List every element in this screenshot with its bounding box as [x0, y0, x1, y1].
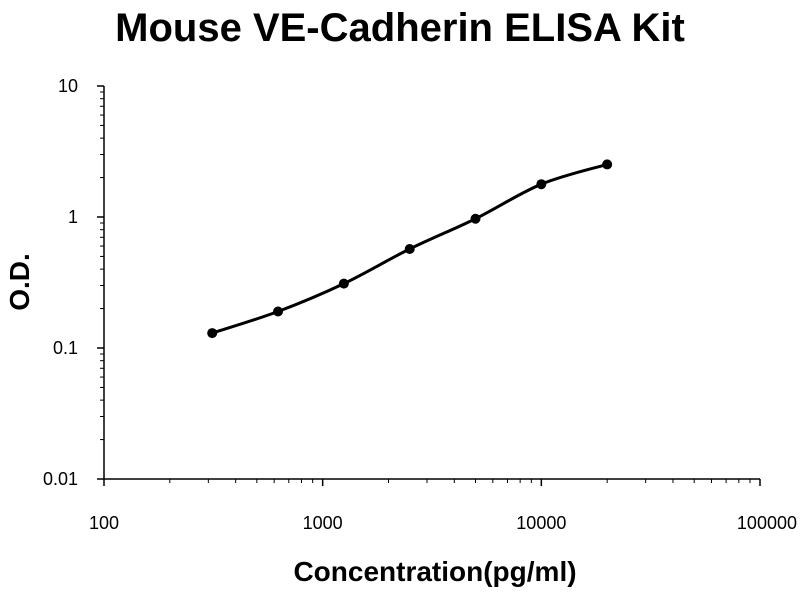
data-point [602, 159, 613, 170]
chart-title: Mouse VE-Cadherin ELISA Kit [115, 6, 685, 50]
data-point [273, 306, 284, 317]
data-point [207, 328, 218, 339]
x-tick-label: 10000 [516, 513, 566, 533]
data-point [536, 179, 547, 190]
x-tick-label: 1000 [303, 513, 343, 533]
x-axis-label: Concentration(pg/ml) [293, 556, 577, 587]
y-tick-label: 0.1 [53, 338, 78, 358]
y-tick-label: 1 [68, 207, 78, 227]
y-axis-label: O.D. [4, 253, 35, 311]
y-tick-label: 0.01 [43, 469, 78, 489]
x-tick-label: 100 [89, 513, 119, 533]
data-point [470, 213, 481, 224]
data-point [338, 278, 349, 289]
data-point [404, 243, 415, 254]
x-tick-label: 100000 [737, 513, 797, 533]
y-tick-label: 10 [58, 76, 78, 96]
